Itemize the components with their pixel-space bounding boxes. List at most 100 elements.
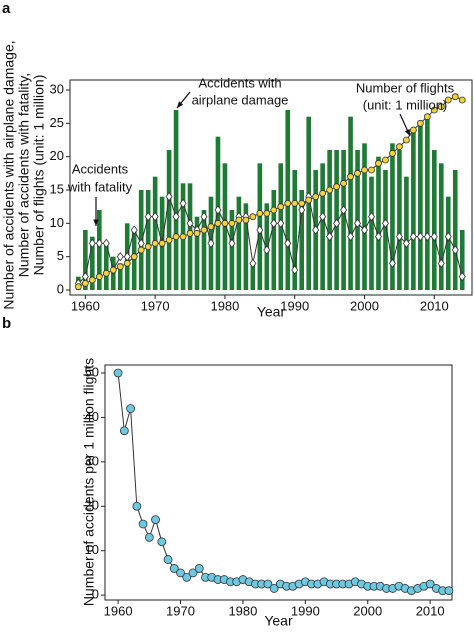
bar — [201, 210, 207, 290]
diamond-marker — [116, 252, 124, 262]
circle-marker — [389, 149, 396, 157]
bar — [299, 190, 305, 290]
circle-marker — [186, 229, 194, 237]
diamond-marker — [340, 205, 348, 215]
circle-marker — [200, 226, 208, 234]
bar — [117, 263, 123, 290]
circle-marker — [179, 233, 187, 241]
y-tick-label: 15 — [50, 181, 64, 196]
circle-marker — [126, 404, 135, 413]
circle-marker — [298, 199, 306, 207]
circle-marker — [157, 537, 167, 547]
x-tick-label: 2000 — [353, 603, 382, 618]
circle-marker — [88, 276, 96, 284]
annotation: Accidents — [72, 161, 129, 176]
annotation: Number of flights — [356, 80, 455, 95]
diamond-marker — [249, 258, 257, 268]
bar — [348, 116, 353, 291]
arrow-head — [93, 219, 99, 226]
diamond-marker — [172, 212, 180, 222]
bar — [229, 210, 235, 290]
bar — [90, 236, 95, 290]
diamond-marker — [458, 272, 466, 282]
circle-marker — [221, 219, 229, 227]
diamond-marker — [333, 218, 341, 228]
y-axis-label: Number of accidents with fatality, — [16, 73, 32, 277]
diamond-marker — [388, 258, 396, 268]
circle-marker — [375, 159, 382, 167]
circle-marker — [169, 564, 179, 573]
y-axis-label: Number of accidents per 1 million flight… — [81, 358, 97, 606]
circle-marker — [326, 186, 334, 194]
x-tick-label: 1990 — [280, 298, 309, 313]
annotation: (unit: 1 million) — [363, 97, 448, 112]
circle-marker — [151, 515, 160, 524]
circle-marker — [172, 233, 180, 241]
x-tick-label: 2010 — [420, 298, 449, 313]
diamond-marker — [395, 232, 403, 242]
circle-marker — [123, 259, 131, 267]
diamond-marker — [151, 212, 159, 222]
circle-marker — [81, 279, 89, 287]
y-tick-label: 20 — [85, 498, 99, 513]
bar — [341, 150, 346, 290]
circle-marker — [451, 93, 459, 101]
bar — [97, 210, 102, 290]
circle-marker — [214, 219, 222, 227]
y-axis-label: Number of flights (unit: 1 million) — [31, 75, 47, 276]
diamond-marker — [444, 232, 452, 242]
bar — [390, 143, 395, 290]
circle-marker — [430, 106, 438, 114]
y-tick-label: 30 — [50, 81, 64, 96]
diamond-marker — [416, 232, 424, 242]
y-tick-label: 50 — [85, 364, 99, 379]
circle-marker — [425, 579, 435, 589]
diamond-marker — [270, 218, 278, 228]
diamond-marker — [409, 232, 417, 242]
bar — [271, 190, 277, 290]
circle-marker — [256, 209, 264, 217]
bar — [383, 170, 388, 290]
bar — [83, 230, 88, 290]
diamond-marker — [207, 238, 215, 248]
diamond-marker — [312, 225, 320, 235]
circle-marker — [151, 239, 159, 247]
circle-marker — [116, 263, 124, 271]
diamond-marker — [284, 238, 292, 248]
bar — [452, 170, 458, 290]
circle-marker — [194, 564, 204, 573]
arrow-head — [177, 101, 184, 108]
bar — [459, 230, 465, 290]
plot-frame — [104, 364, 453, 601]
diamond-marker — [291, 265, 299, 275]
circle-marker — [113, 368, 123, 378]
x-tick-label: 1960 — [104, 603, 133, 618]
diamond-marker — [437, 258, 445, 268]
circle-marker — [144, 243, 152, 251]
bar — [432, 150, 437, 290]
circle-marker — [137, 246, 145, 254]
x-tick-label: 2000 — [350, 298, 379, 313]
circle-marker — [333, 183, 341, 191]
circle-marker — [277, 203, 285, 211]
diamond-marker — [186, 218, 194, 228]
bar — [152, 176, 158, 290]
arrow-head — [404, 129, 410, 136]
bar — [243, 203, 249, 290]
circle-marker — [182, 572, 192, 582]
x-tick-label: 2010 — [416, 603, 445, 618]
bar — [250, 263, 256, 290]
diamond-marker — [228, 238, 236, 248]
bar — [194, 216, 200, 290]
series-line — [78, 195, 463, 284]
diamond-marker — [277, 218, 285, 228]
diamond-marker — [144, 212, 152, 222]
y-tick-label: 5 — [57, 248, 64, 263]
y-tick-label: 0 — [57, 281, 64, 296]
annotation: airplane damage — [192, 92, 289, 107]
diamond-marker — [88, 238, 96, 248]
circle-marker — [416, 119, 424, 127]
circle-marker — [74, 283, 82, 291]
circle-marker — [423, 113, 431, 121]
bar — [166, 150, 172, 290]
